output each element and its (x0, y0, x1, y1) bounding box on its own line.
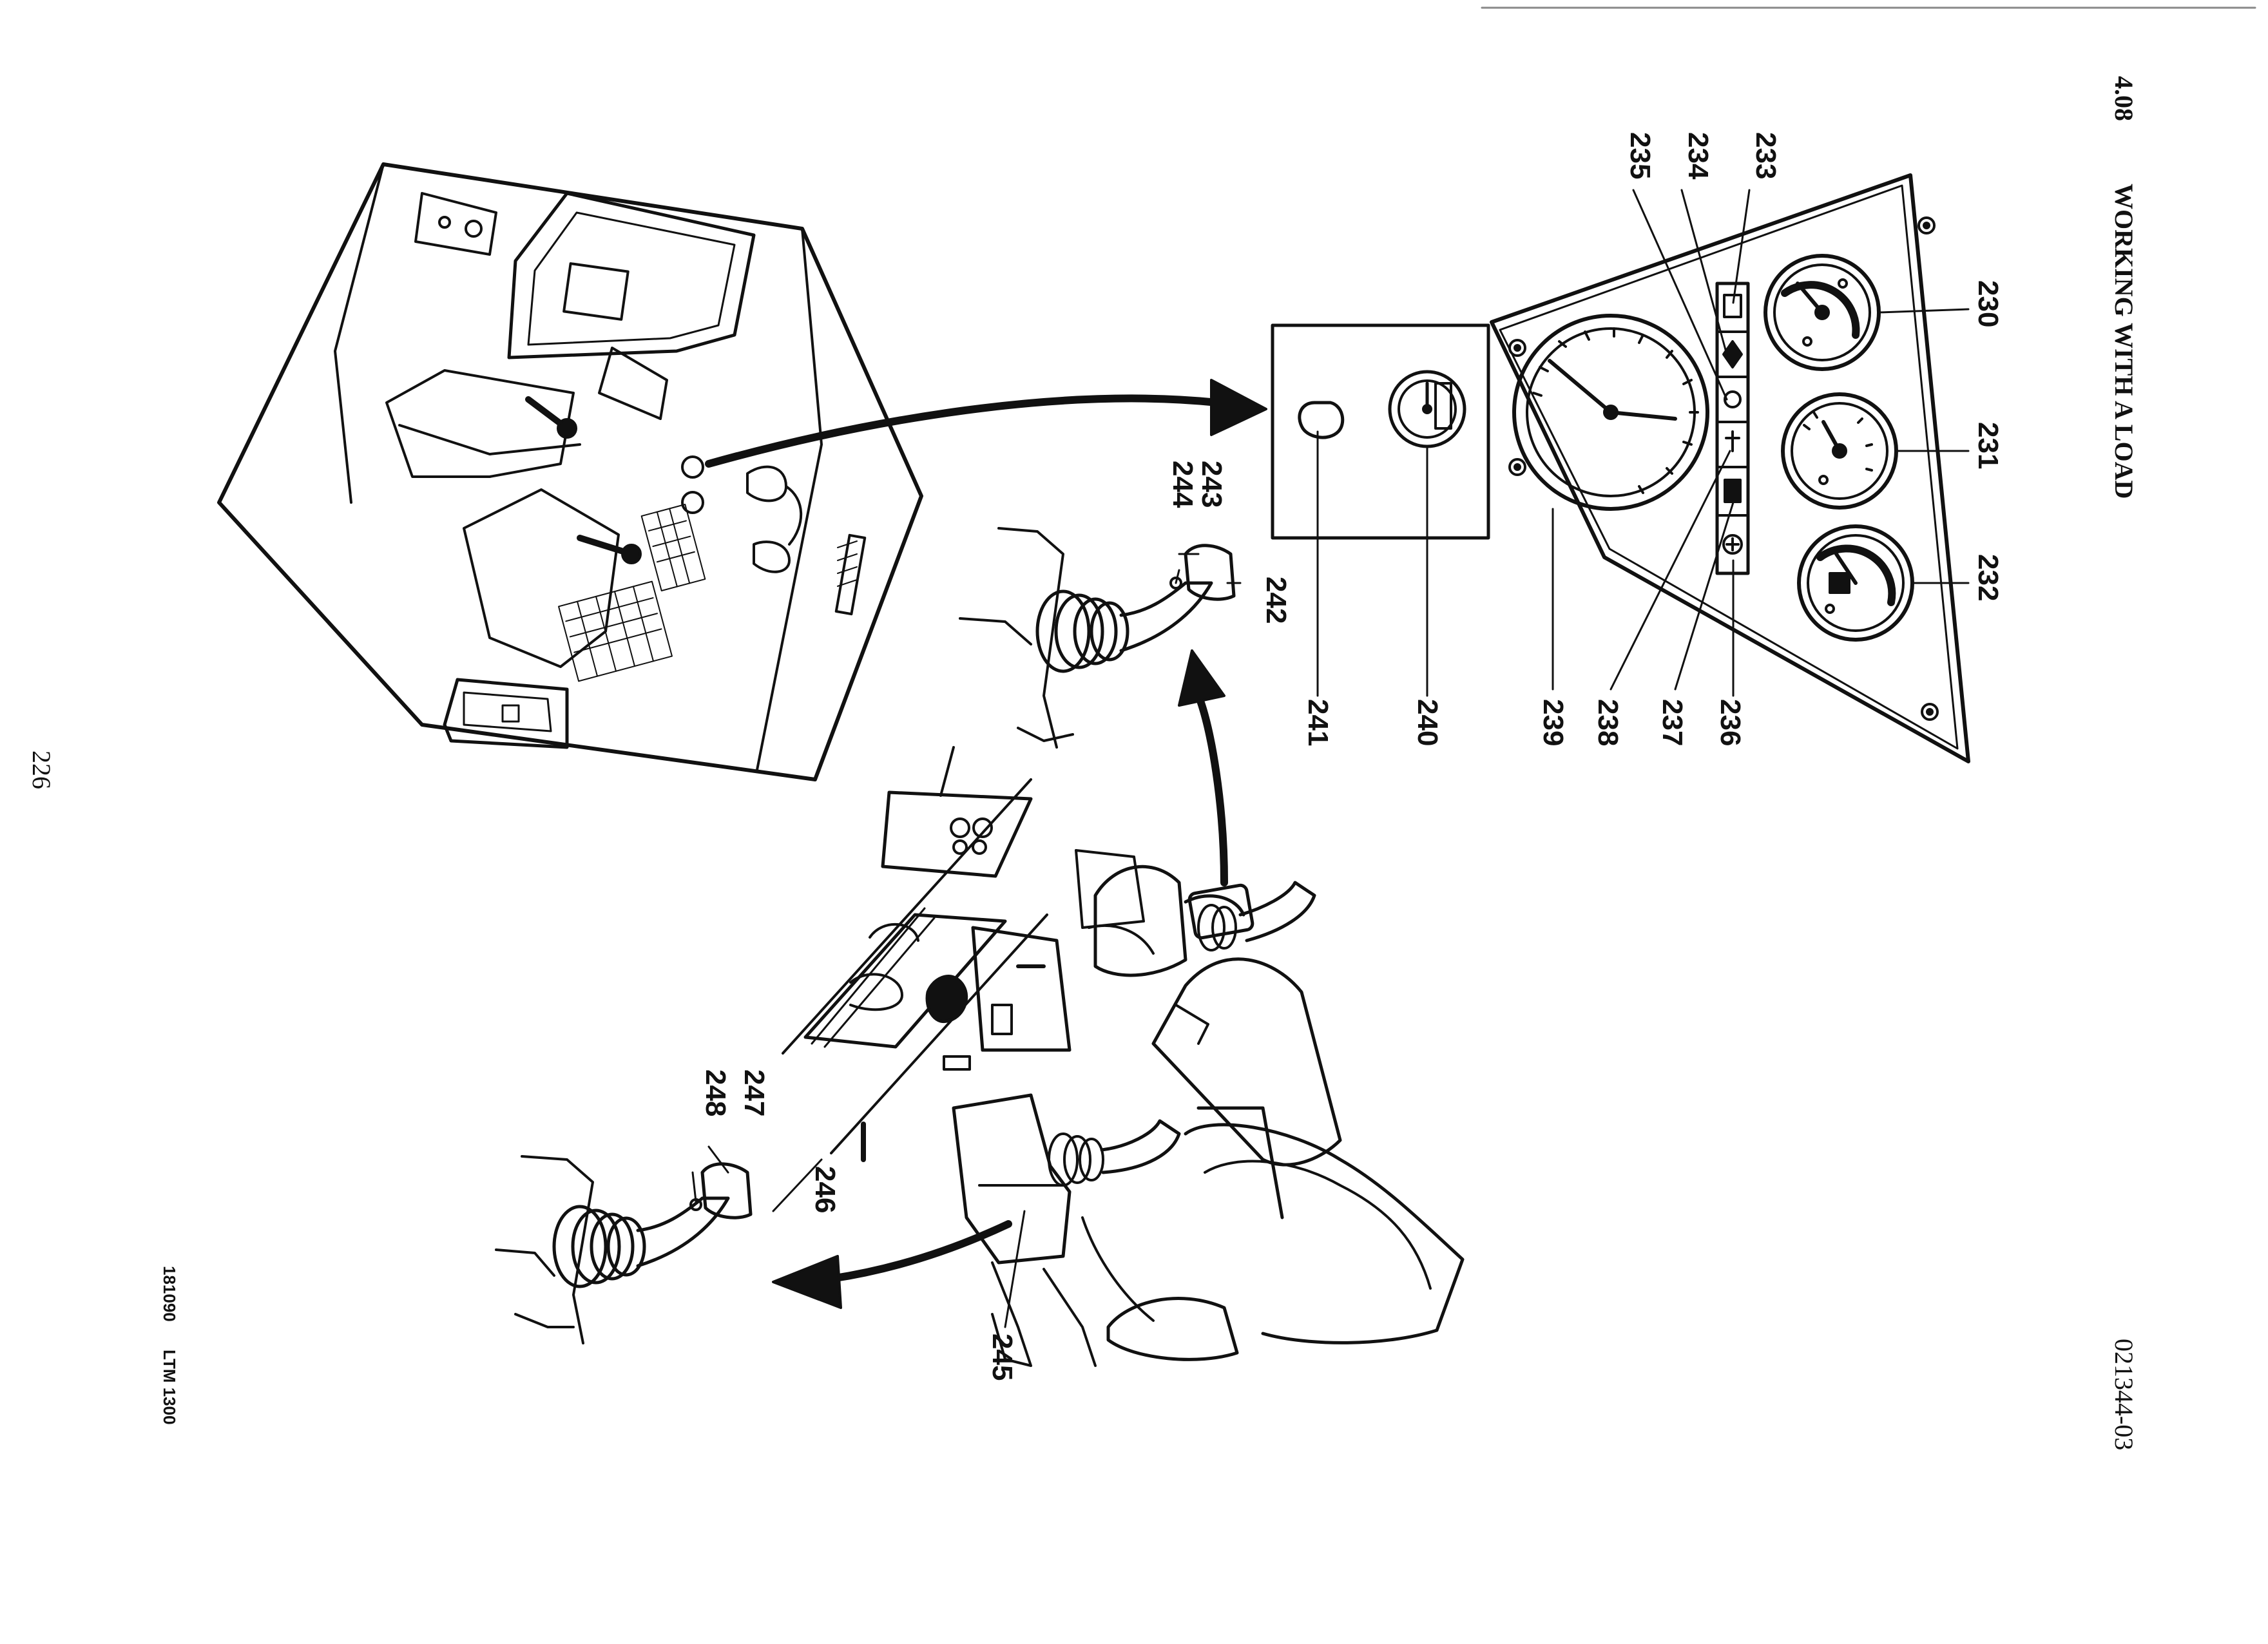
callout-246: 246 (809, 1166, 841, 1214)
control-lever-icon (959, 527, 1236, 749)
section-title: WORKING WITH A LOAD (2109, 184, 2138, 499)
instrument-panel-icon (1490, 173, 1970, 763)
callout-233: 233 (1750, 132, 1782, 180)
callout-leaders (691, 189, 1970, 1328)
callout-242: 242 (1260, 577, 1292, 624)
callout-232: 232 (1972, 554, 2004, 602)
callout-248: 248 (700, 1069, 731, 1117)
crane-cabin-icon (217, 162, 923, 781)
model-label: LTM 1300 (160, 1350, 179, 1425)
callout-231: 231 (1972, 422, 2004, 470)
pointer-arrow-icon (705, 379, 1267, 468)
callout-230: 230 (1972, 280, 2004, 328)
gauge-icon (1763, 254, 1881, 371)
callout-236: 236 (1715, 699, 1746, 747)
auxiliary-panel (1271, 323, 1490, 540)
document-code: 021344-03 (2109, 1339, 2138, 1451)
callout-235: 235 (1624, 132, 1656, 180)
pointer-arrow-icon (772, 1220, 1012, 1309)
callout-234: 234 (1682, 132, 1714, 180)
callout-247: 247 (738, 1069, 770, 1117)
speedometer-icon (1512, 314, 1709, 511)
pointer-arrow-icon (1178, 649, 1228, 886)
callout-237: 237 (1657, 699, 1688, 747)
callout-243: 243 (1196, 461, 1227, 508)
control-lever-icon (495, 1155, 753, 1344)
callout-241: 241 (1302, 699, 1334, 747)
gauge-icon (1797, 524, 1914, 642)
gauge-icon (1781, 392, 1898, 510)
section-number: 4.08 (2109, 76, 2138, 121)
callout-239: 239 (1537, 699, 1569, 747)
callout-244: 244 (1167, 461, 1198, 508)
callout-245: 245 (986, 1333, 1018, 1381)
callout-240: 240 (1412, 699, 1443, 747)
date-code: 181090 (160, 1266, 179, 1322)
operator-seat-icon (782, 746, 1465, 1367)
page-number: 226 (27, 750, 56, 789)
callout-238: 238 (1592, 699, 1624, 747)
